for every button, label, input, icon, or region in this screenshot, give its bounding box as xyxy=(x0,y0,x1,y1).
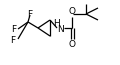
Text: O: O xyxy=(69,40,75,48)
Text: H: H xyxy=(53,19,59,27)
Text: O: O xyxy=(69,6,75,15)
Text: F: F xyxy=(27,9,33,19)
Text: N: N xyxy=(57,25,63,33)
Text: F: F xyxy=(10,35,16,45)
Text: F: F xyxy=(11,25,17,33)
